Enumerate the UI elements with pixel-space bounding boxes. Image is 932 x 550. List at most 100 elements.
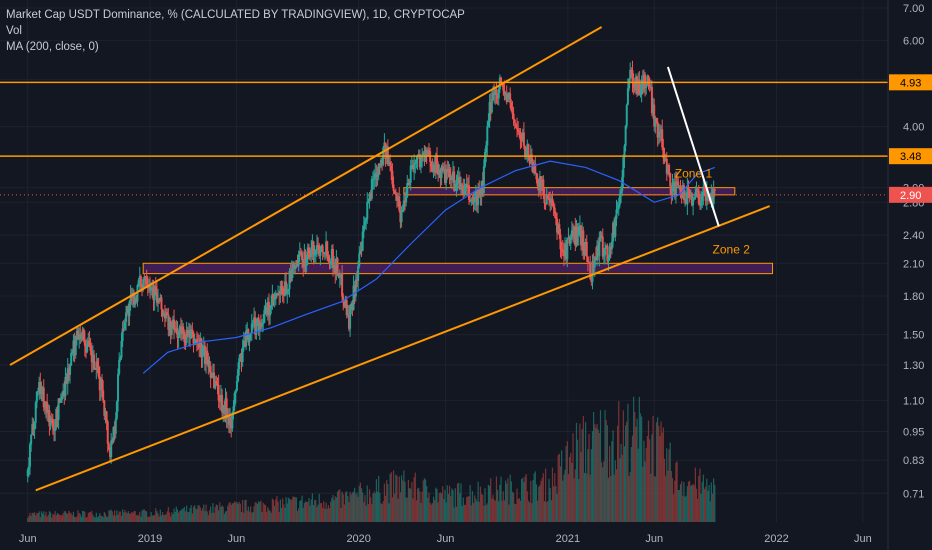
volume-bar: [363, 501, 365, 522]
candle: [65, 376, 68, 384]
volume-bar: [83, 510, 85, 522]
volume-bar: [419, 491, 421, 522]
volume-bar: [651, 434, 653, 522]
volume-bar: [187, 511, 189, 522]
volume-bar: [143, 509, 145, 522]
volume-bar: [135, 514, 137, 522]
volume-bar: [681, 481, 683, 522]
candle: [666, 164, 669, 174]
candle: [365, 219, 368, 222]
zone-2-label: Zone 2: [713, 242, 751, 256]
candle: [111, 440, 114, 443]
candle: [612, 222, 615, 242]
candle: [115, 401, 118, 419]
volume-bar: [647, 420, 650, 522]
candle: [110, 440, 113, 458]
volume-bar: [579, 423, 581, 522]
candle: [616, 209, 619, 211]
volume-bar: [558, 453, 560, 522]
volume-bar: [375, 479, 378, 522]
volume-bar: [698, 475, 700, 522]
volume-bar: [413, 477, 415, 522]
candle: [221, 395, 224, 413]
candle: [56, 408, 59, 420]
candle: [343, 301, 346, 308]
candle: [183, 331, 186, 343]
candle: [654, 118, 657, 127]
volume-bar: [559, 466, 562, 522]
volume-bar: [268, 509, 270, 522]
volume-bar: [151, 515, 153, 522]
candle: [479, 190, 482, 196]
volume-bar: [155, 508, 157, 522]
volume-bar: [564, 469, 566, 522]
volume-bar: [188, 512, 190, 522]
candle: [95, 361, 98, 370]
x-tick-label: 2019: [138, 533, 162, 545]
volume-bar: [266, 511, 268, 522]
candle: [72, 340, 75, 352]
volume-bar: [430, 504, 432, 522]
candle: [597, 245, 600, 257]
volume-bar: [569, 457, 571, 522]
candle: [445, 168, 448, 183]
candle: [378, 164, 381, 167]
volume-bar: [228, 503, 230, 522]
volume-bar: [116, 510, 118, 522]
candle: [624, 125, 627, 146]
volume-bar: [442, 486, 444, 522]
volume-bar: [206, 511, 208, 522]
volume-bar: [260, 500, 262, 522]
volume-bar: [64, 511, 67, 522]
volume-bar: [633, 396, 635, 522]
zones: [142, 187, 774, 275]
candle: [403, 200, 406, 203]
volume-bar: [166, 511, 168, 522]
candle: [524, 146, 527, 157]
candle: [610, 241, 613, 250]
candle: [700, 200, 703, 206]
volume-bar: [487, 484, 490, 522]
candle: [91, 354, 94, 363]
volume-bar: [251, 512, 253, 522]
candle: [47, 410, 50, 413]
candle: [354, 279, 357, 297]
candle: [598, 241, 601, 257]
candle: [389, 161, 392, 166]
volume-bar: [548, 478, 550, 522]
candle: [408, 182, 411, 185]
candle: [360, 250, 363, 252]
volume-bar: [35, 515, 37, 522]
volume-bar: [658, 425, 660, 522]
volume-bar: [355, 494, 357, 522]
volume-bar: [314, 500, 316, 522]
volume-bar: [47, 514, 49, 522]
candle: [527, 144, 530, 157]
volume-bar: [421, 491, 423, 522]
candle: [259, 322, 262, 327]
candle: [634, 76, 637, 91]
candle: [61, 396, 64, 400]
candle: [166, 312, 169, 315]
zone-1-label: Zone 1: [675, 167, 713, 181]
candle: [168, 320, 171, 330]
price-badge: [889, 148, 932, 165]
volume-bar: [59, 514, 61, 522]
volume-bar: [635, 426, 637, 522]
volume-bar: [387, 483, 389, 522]
candle: [194, 339, 197, 343]
volume-bar: [381, 503, 383, 522]
candle: [157, 299, 160, 304]
candle: [458, 176, 461, 190]
candle: [321, 245, 324, 253]
volume-bar: [40, 511, 43, 522]
volume-bar: [52, 513, 54, 522]
candle: [317, 245, 320, 247]
volume-bar: [668, 449, 670, 522]
volume-bar: [601, 462, 603, 522]
volume-bar: [84, 511, 86, 522]
candle: [120, 341, 123, 358]
volume-bar: [324, 508, 326, 522]
volume-bar: [236, 501, 238, 522]
